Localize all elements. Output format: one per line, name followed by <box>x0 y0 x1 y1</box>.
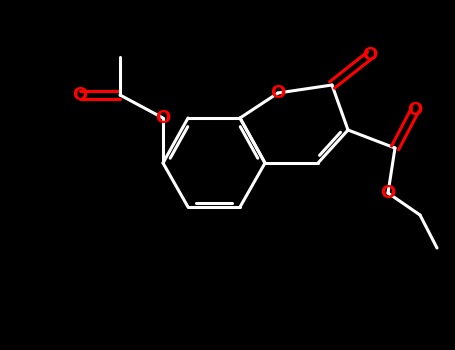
Text: O: O <box>72 86 88 104</box>
Text: O: O <box>362 46 378 64</box>
Text: O: O <box>380 184 396 202</box>
Text: O: O <box>155 109 171 127</box>
Text: O: O <box>270 84 286 102</box>
Text: O: O <box>407 101 423 119</box>
